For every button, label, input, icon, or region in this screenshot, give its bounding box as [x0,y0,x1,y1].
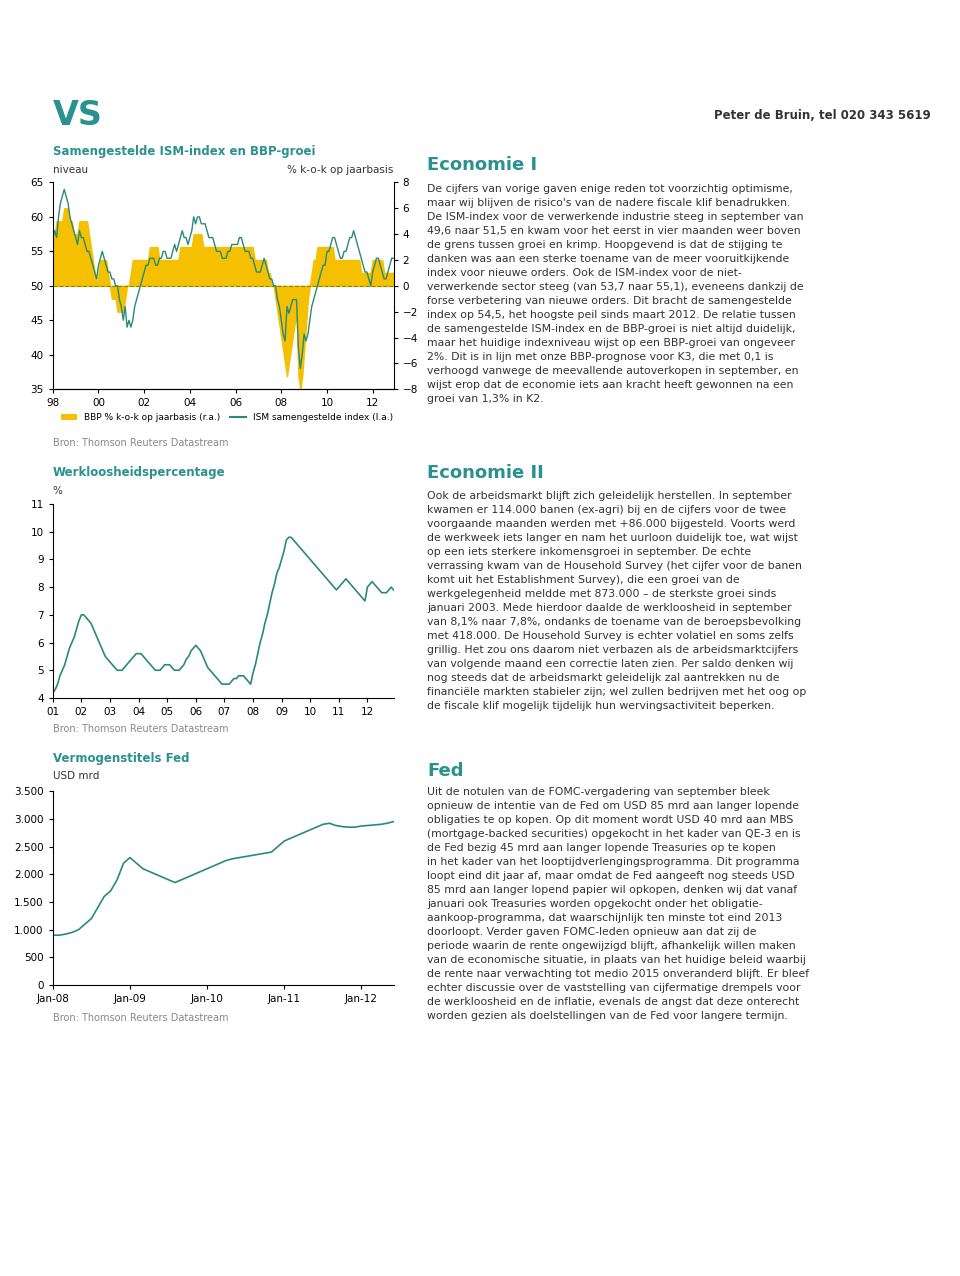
Text: Bron: Thomson Reuters Datastream: Bron: Thomson Reuters Datastream [53,725,228,734]
Text: Samengestelde ISM-index en BBP-groei: Samengestelde ISM-index en BBP-groei [53,145,315,158]
Text: VS: VS [53,100,103,133]
Text: % k-o-k op jaarbasis: % k-o-k op jaarbasis [287,166,394,175]
Text: Vermogenstitels Fed: Vermogenstitels Fed [53,752,189,766]
Text: Economie I: Economie I [427,156,538,175]
Text: De cijfers van vorige gaven enige reden tot voorzichtig optimisme,
maar wij blij: De cijfers van vorige gaven enige reden … [427,184,804,403]
Text: USD mrd: USD mrd [53,772,99,781]
Text: Bron: Thomson Reuters Datastream: Bron: Thomson Reuters Datastream [53,439,228,448]
Text: Uit de notulen van de FOMC-vergadering van september bleek
opnieuw de intentie v: Uit de notulen van de FOMC-vergadering v… [427,787,809,1021]
Text: Werkloosheidspercentage: Werkloosheidspercentage [53,466,226,480]
Text: 6  >  Macro Weekly - letsjes beter - 8 oktober 2012: 6 > Macro Weekly - letsjes beter - 8 okt… [36,31,419,43]
Text: Peter de Bruin, tel 020 343 5619: Peter de Bruin, tel 020 343 5619 [714,110,931,122]
Text: Economie II: Economie II [427,464,544,482]
Text: %: % [53,486,62,495]
Text: niveau: niveau [53,166,88,175]
Legend: BBP % k-o-k op jaarbasis (r.a.), ISM samengestelde index (l.a.): BBP % k-o-k op jaarbasis (r.a.), ISM sam… [58,410,396,426]
Text: Fed: Fed [427,762,464,780]
Text: Ook de arbeidsmarkt blijft zich geleidelijk herstellen. In september
kwamen er 1: Ook de arbeidsmarkt blijft zich geleidel… [427,491,806,711]
Text: Bron: Thomson Reuters Datastream: Bron: Thomson Reuters Datastream [53,1013,228,1022]
